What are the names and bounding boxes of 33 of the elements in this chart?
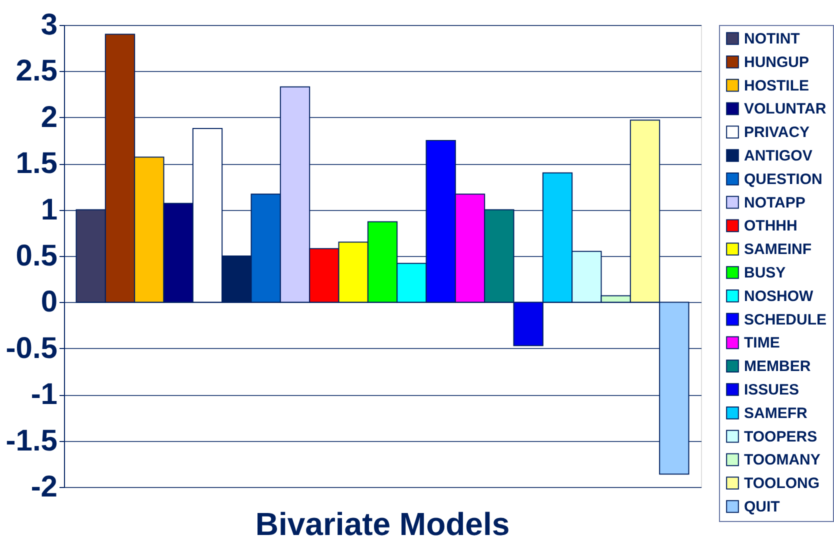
legend-label: VOLUNTAR xyxy=(744,100,826,118)
y-tick-label: 3 xyxy=(40,8,58,42)
text: Bivariate Models xyxy=(255,506,510,542)
legend-label: SCHEDULE xyxy=(744,311,827,328)
y-tick-label: -1 xyxy=(30,378,58,412)
legend-label: TOOPERS xyxy=(744,428,818,446)
y-tick-label: 1.5 xyxy=(16,147,58,180)
legend-label: MEMBER xyxy=(744,358,811,376)
y-tick-label: 0.5 xyxy=(16,240,58,272)
legend-label: TIME xyxy=(744,334,780,352)
y-tick-label: -0.5 xyxy=(6,332,58,365)
legend-label: SAMEINF xyxy=(744,241,812,258)
legend-label: QUIT xyxy=(744,498,780,516)
y-tick-label: -1.5 xyxy=(6,424,58,458)
legend-label: TOOMANY xyxy=(744,452,820,469)
legend-label: TOOLONG xyxy=(744,475,820,492)
legend-label: PRIVACY xyxy=(744,124,810,142)
legend-label: HUNGUP xyxy=(744,54,810,71)
legend-label: QUESTION xyxy=(744,170,822,188)
y-tick-label: 2 xyxy=(40,100,58,134)
legend-label: NOTAPP xyxy=(744,194,806,212)
y-tick-label: 1 xyxy=(40,193,58,226)
y-tick-label: 2.5 xyxy=(16,54,58,88)
legend-label: SAMEFR xyxy=(744,404,808,422)
legend-label: ISSUES xyxy=(744,382,800,398)
legend-label: NOSHOW xyxy=(744,288,814,305)
legend-label: OTHHH xyxy=(744,218,798,235)
y-tick-label: 0 xyxy=(40,286,58,319)
legend-label: HOSTILE xyxy=(744,77,810,94)
legend-label: NOTINT xyxy=(744,30,800,48)
legend-label: ANTIGOV xyxy=(744,148,812,164)
y-tick-label: -2 xyxy=(30,470,58,504)
legend-label: BUSY xyxy=(744,264,786,282)
